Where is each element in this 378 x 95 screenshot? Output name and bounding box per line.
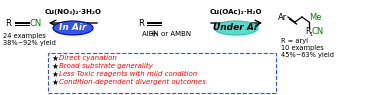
Text: 24 examples: 24 examples [3,33,46,39]
Text: Me: Me [309,13,322,21]
Text: R: R [5,19,11,27]
Text: R: R [138,19,144,27]
Text: R: R [305,27,310,36]
Text: CN: CN [311,27,323,36]
Text: In Air: In Air [59,23,87,32]
Text: 38%~92% yield: 38%~92% yield [3,40,56,46]
Text: Cu(OAc)₂·H₂O: Cu(OAc)₂·H₂O [210,9,262,15]
Text: Broad substrate generality: Broad substrate generality [59,63,153,69]
Ellipse shape [53,21,93,35]
FancyBboxPatch shape [48,53,276,93]
Text: CN: CN [30,19,42,27]
Text: AIBN or AMBN: AIBN or AMBN [143,31,192,37]
Text: Less Toxic reagents with mild condition: Less Toxic reagents with mild condition [59,71,197,77]
Text: +: + [149,29,157,39]
Text: ★: ★ [52,53,59,63]
Text: 10 examples: 10 examples [281,45,324,51]
Text: ★: ★ [52,78,59,87]
Text: Cu(NO₃)₂·3H₂O: Cu(NO₃)₂·3H₂O [45,9,102,15]
Text: Condition-dependent divergent outcomes: Condition-dependent divergent outcomes [59,79,206,85]
Text: Under Ar: Under Ar [213,23,259,32]
Text: 1: 1 [310,32,313,36]
Text: ★: ★ [52,70,59,78]
Text: 45%~63% yield: 45%~63% yield [281,52,334,58]
Text: Direct cyanation: Direct cyanation [59,55,117,61]
Text: ★: ★ [52,61,59,70]
Ellipse shape [214,21,258,35]
Text: R = aryl: R = aryl [281,38,308,44]
Text: Ar: Ar [278,13,287,21]
